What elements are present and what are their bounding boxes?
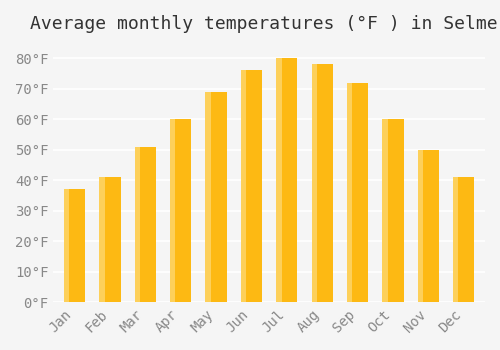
Bar [170, 119, 175, 302]
Bar [347, 83, 368, 302]
Bar [241, 70, 262, 302]
Bar [134, 147, 140, 302]
Bar [241, 70, 246, 302]
Bar [64, 189, 70, 302]
Bar [347, 83, 352, 302]
Bar [418, 150, 439, 302]
Title: Average monthly temperatures (°F ) in Selmer: Average monthly temperatures (°F ) in Se… [30, 15, 500, 33]
Bar [206, 92, 211, 302]
Bar [276, 58, 281, 302]
Bar [453, 177, 458, 302]
Bar [206, 92, 227, 302]
Bar [64, 189, 85, 302]
Bar [276, 58, 297, 302]
Bar [312, 64, 333, 302]
Bar [134, 147, 156, 302]
Bar [453, 177, 474, 302]
Bar [382, 119, 388, 302]
Bar [100, 177, 104, 302]
Bar [312, 64, 317, 302]
Bar [170, 119, 192, 302]
Bar [418, 150, 423, 302]
Bar [382, 119, 404, 302]
Bar [100, 177, 120, 302]
